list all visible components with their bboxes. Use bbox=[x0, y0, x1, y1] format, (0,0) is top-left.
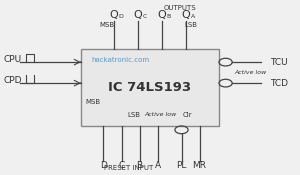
Text: A: A bbox=[190, 14, 195, 19]
Text: C: C bbox=[142, 14, 147, 19]
Text: TCU: TCU bbox=[270, 58, 288, 67]
Text: Clr: Clr bbox=[183, 112, 192, 118]
Text: PL: PL bbox=[176, 161, 187, 170]
Text: Q: Q bbox=[181, 10, 190, 20]
Text: C: C bbox=[118, 161, 124, 170]
Text: Active low: Active low bbox=[144, 112, 177, 117]
Text: CPD: CPD bbox=[3, 76, 22, 85]
Text: CPU: CPU bbox=[3, 55, 21, 64]
Text: LSB: LSB bbox=[127, 112, 140, 118]
Text: OUTPUTS: OUTPUTS bbox=[164, 5, 196, 11]
Text: D: D bbox=[118, 14, 123, 19]
Text: MSB: MSB bbox=[99, 22, 114, 28]
Text: hackatronic.com: hackatronic.com bbox=[91, 57, 149, 62]
Text: PRESET INPUT: PRESET INPUT bbox=[104, 165, 154, 171]
Text: Q: Q bbox=[109, 10, 118, 20]
Text: LSB: LSB bbox=[184, 22, 197, 28]
Text: MSB: MSB bbox=[85, 99, 100, 105]
Text: Active low: Active low bbox=[234, 70, 267, 75]
Text: TCD: TCD bbox=[270, 79, 288, 88]
FancyBboxPatch shape bbox=[81, 49, 219, 126]
Text: Q: Q bbox=[157, 10, 166, 20]
Text: IC 74LS193: IC 74LS193 bbox=[108, 81, 192, 94]
Text: D: D bbox=[100, 161, 107, 170]
Text: B: B bbox=[136, 161, 142, 170]
Text: B: B bbox=[167, 14, 171, 19]
Text: Q: Q bbox=[133, 10, 142, 20]
Text: A: A bbox=[154, 161, 160, 170]
Text: MR: MR bbox=[193, 161, 206, 170]
